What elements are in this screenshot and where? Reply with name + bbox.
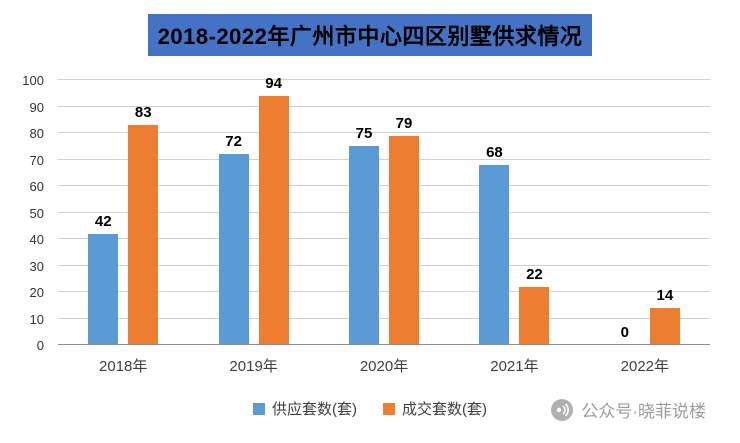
bar-group: 42 83 — [58, 80, 188, 345]
y-tick-label: 20 — [29, 285, 44, 300]
y-tick-label: 10 — [29, 311, 44, 327]
watermark: 公众号·晓菲说楼 — [551, 397, 706, 422]
bar: 14 — [649, 287, 680, 345]
bar-value-label: 22 — [526, 265, 543, 283]
legend-swatch — [253, 402, 265, 415]
legend-label: 供应套数(套) — [272, 401, 357, 418]
y-tick-label: 40 — [29, 232, 44, 247]
bar-group: 72 94 — [188, 75, 318, 345]
bar-group: 68 22 — [449, 80, 579, 345]
x-axis-labels: 2018年 2019年 2020年 2021年 2022年 — [58, 355, 710, 376]
x-tick-label: 2019年 — [229, 358, 278, 375]
gridline — [58, 158, 710, 160]
gridline — [58, 79, 710, 80]
x-tick-label: 2021年 — [490, 358, 539, 375]
legend-label: 成交套数(套) — [402, 401, 487, 418]
gridline — [58, 291, 710, 292]
bar: 72 — [218, 133, 249, 345]
watermark-text: 公众号·晓菲说楼 — [581, 402, 706, 421]
chart-title: 2018-2022年广州市中心四区别墅供求情况 — [0, 14, 740, 56]
x-tick-label: 2020年 — [359, 358, 409, 375]
bar-group: 0 14 — [580, 80, 710, 345]
x-tick-label: 2018年 — [99, 358, 148, 375]
bar-groups: 42 83 72 94 75 79 68 22 0 14 — [58, 75, 710, 345]
bar-value-label: 14 — [656, 286, 674, 304]
gridline — [58, 185, 710, 186]
bar-value-label: 0 — [620, 324, 629, 341]
y-tick-label: 0 — [36, 338, 44, 353]
legend-item: 成交套数(套) — [383, 398, 487, 419]
bar: 68 — [479, 144, 510, 345]
plot-area: 42 83 72 94 75 79 68 22 0 14 — [58, 75, 710, 345]
bar: 22 — [519, 266, 550, 345]
bar: 75 — [349, 125, 380, 345]
legend: 供应套数(套) 成交套数(套) — [0, 398, 740, 419]
bar: 79 — [389, 115, 420, 345]
x-axis-line — [58, 344, 710, 345]
bar-value-label: 68 — [486, 143, 503, 161]
gridline — [58, 132, 710, 133]
bar-value-label: 83 — [134, 104, 152, 122]
y-tick-label: 90 — [29, 99, 44, 115]
legend-item: 供应套数(套) — [253, 398, 357, 419]
y-tick-label: 60 — [29, 179, 44, 194]
y-tick-label: 80 — [29, 126, 44, 141]
bar-value-label: 72 — [225, 133, 242, 151]
y-tick-label: 70 — [29, 152, 44, 168]
bar: 94 — [258, 75, 289, 345]
broadcast-icon — [551, 398, 574, 421]
gridline — [58, 211, 710, 213]
legend-swatch — [383, 402, 395, 415]
bar-value-label: 75 — [355, 125, 373, 143]
y-tick-label: 50 — [29, 205, 44, 221]
gridline — [58, 264, 710, 266]
x-tick-label: 2022年 — [620, 358, 670, 375]
bar: 83 — [128, 104, 159, 345]
y-tick-label: 100 — [22, 73, 44, 88]
y-axis: 0 10 20 30 40 50 60 70 80 90 100 — [0, 73, 50, 353]
gridline — [58, 317, 710, 319]
bar-group: 75 79 — [319, 80, 449, 345]
bar-value-label: 42 — [94, 212, 112, 230]
gridline — [58, 105, 710, 107]
bar: 42 — [88, 213, 119, 345]
bar-value-label: 94 — [265, 74, 282, 92]
y-tick-label: 30 — [29, 258, 44, 274]
chart-title-text: 2018-2022年广州市中心四区别墅供求情况 — [147, 14, 593, 56]
bar-value-label: 79 — [395, 114, 413, 132]
gridline — [58, 238, 710, 239]
